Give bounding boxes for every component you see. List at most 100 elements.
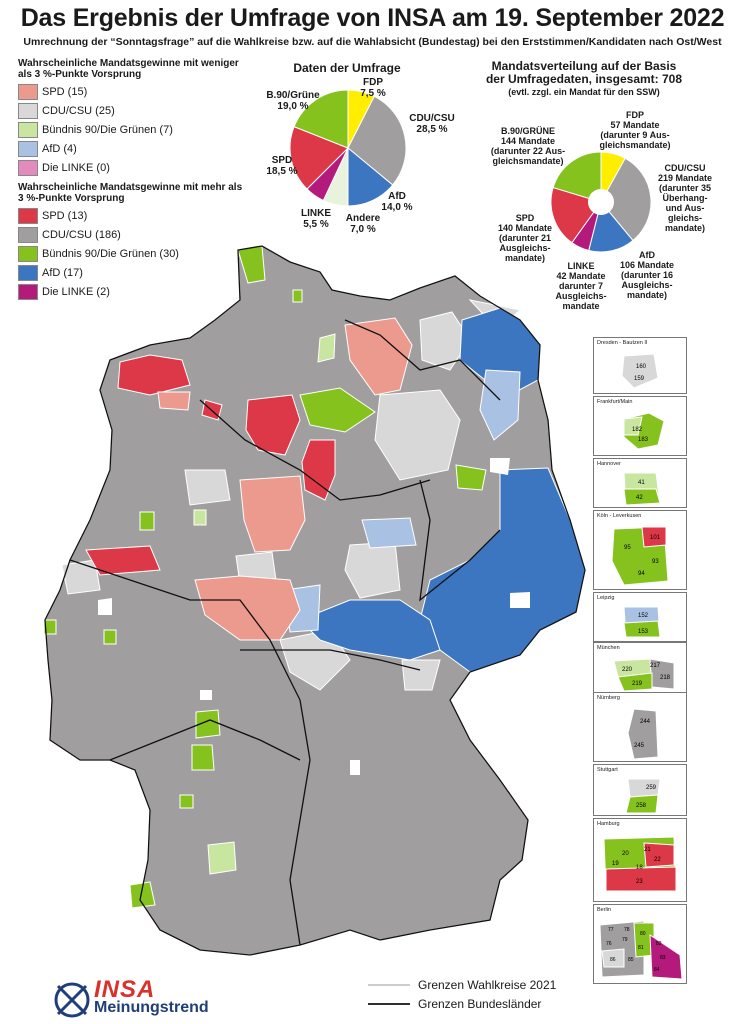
legend-label: SPD (13) [42, 209, 88, 222]
city-inset-hamburg: Hamburg 21 20 22 19 18 23 [593, 818, 687, 902]
city-inset-hannover: Hannover 41 42 [593, 458, 687, 508]
svg-text:82: 82 [656, 941, 662, 947]
legend-label: Bündnis 90/Die Grünen (7) [42, 123, 173, 136]
survey-label-afd: AfD 14,0 % [381, 191, 413, 213]
svg-text:220: 220 [622, 667, 633, 673]
legend-swatch [18, 83, 38, 100]
seats-label-afd: AfD 106 Mandate (darunter 16 Ausgleichs-man… [619, 250, 675, 300]
map-spd-weak-regions [157, 317, 413, 641]
legend-swatch [18, 283, 38, 300]
legend-section1-item: Bündnis 90/Die Grünen (7) [18, 121, 248, 138]
svg-text:244: 244 [640, 719, 651, 725]
svg-text:153: 153 [638, 629, 649, 635]
legend-section1-title: Wahrscheinliche Mandatsgewinne mit wenig… [18, 58, 239, 80]
legend-swatch [18, 207, 38, 224]
svg-text:258: 258 [636, 803, 647, 809]
legend-label: CDU/CSU (25) [42, 104, 115, 117]
svg-text:152: 152 [638, 613, 649, 619]
legend-section2-item: AfD (17) [18, 264, 248, 281]
svg-text:95: 95 [624, 545, 631, 551]
legend-swatch [18, 140, 38, 157]
svg-text:41: 41 [638, 480, 645, 486]
svg-text:78: 78 [624, 927, 630, 933]
insa-logo-icon [54, 982, 90, 1018]
seats-label-fdp: FDP 57 Mandate (darunter 9 Aus-gleichsmand… [599, 110, 671, 150]
svg-text:183: 183 [638, 437, 649, 443]
legend-section2-item: CDU/CSU (186) [18, 226, 248, 243]
page-subtitle: Umrechnung der “Sonntagsfrage” auf die W… [23, 36, 722, 48]
city-inset-dresden: Dresden - Bautzen II 160 159 [593, 337, 687, 394]
svg-text:23: 23 [636, 879, 643, 885]
svg-text:79: 79 [622, 937, 628, 943]
city-inset-frankfurt: Frankfurt/Main 182 183 [593, 396, 687, 456]
legend-swatch [18, 102, 38, 119]
map-cdu-weak-regions [61, 299, 522, 691]
svg-text:245: 245 [634, 743, 645, 749]
legend: Wahrscheinliche Mandatsgewinne mit wenig… [18, 58, 248, 302]
legend-section2-title: Wahrscheinliche Mandatsgewinne mit mehr … [18, 182, 243, 204]
seats-pie-title: Mandatsverteilung auf der Basis der Umfr… [485, 59, 683, 98]
survey-label-cdu: CDU/CSU 28,5 % [409, 113, 455, 135]
legend-section1-item: AfD (4) [18, 140, 248, 157]
legend-section2-list: SPD (13) CDU/CSU (186) Bündnis 90/Die Grün… [18, 207, 248, 300]
city-inset-berlin: Berlin 77 76 78 79 80 81 82 83 84 85 86 [593, 904, 687, 984]
legend-label: Die LINKE (0) [42, 161, 110, 174]
survey-label-spd: SPD 18,5 % [266, 155, 298, 177]
city-inset-leipzig: Leipzig 152 153 [593, 592, 687, 642]
svg-text:84: 84 [654, 967, 660, 973]
legend-label: SPD (15) [42, 85, 88, 98]
legend-section1-item: Die LINKE (0) [18, 159, 248, 176]
map-white-areas [98, 458, 530, 775]
svg-text:86: 86 [610, 957, 616, 963]
legend-section1-list: SPD (15) CDU/CSU (25) Bündnis 90/Die Grüne… [18, 83, 248, 176]
svg-text:18: 18 [636, 865, 643, 871]
svg-text:83: 83 [660, 955, 666, 961]
map-gruene-strong-regions [43, 245, 487, 909]
legend-swatch [18, 264, 38, 281]
legend-section1-item: SPD (15) [18, 83, 248, 100]
legend-section1-item: CDU/CSU (25) [18, 102, 248, 119]
page-title: Das Ergebnis der Umfrage von INSA am 19.… [20, 4, 725, 32]
map-spd-strong-regions [85, 354, 336, 576]
svg-text:259: 259 [646, 785, 657, 791]
insa-logo-word: INSA [94, 976, 156, 1003]
svg-text:182: 182 [632, 427, 643, 433]
legend-section2-item: SPD (13) [18, 207, 248, 224]
city-inset-stuttgart: Stuttgart 259 258 [593, 764, 687, 816]
seats-label-cdu: CDU/CSU 219 Mandate (darunter 35 Überhang-u… [657, 163, 713, 233]
seats-label-linke: LINKE 42 Mandate darunter 7 Ausgleichs-mand… [555, 261, 607, 311]
svg-text:77: 77 [608, 927, 614, 933]
legend-label: Die LINKE (2) [42, 285, 110, 298]
boundary-legend-laender: Grenzen Bundesländer [418, 997, 542, 1011]
state-borders [44, 245, 586, 956]
legend-swatch [18, 226, 38, 243]
city-inset-koeln: Köln - Leverkusen 95 101 93 94 [593, 510, 687, 590]
legend-swatch [18, 121, 38, 138]
legend-label: CDU/CSU (186) [42, 228, 121, 241]
city-inset-muenchen: München 217 220 218 219 [593, 642, 687, 694]
svg-text:94: 94 [638, 571, 645, 577]
svg-text:76: 76 [606, 941, 612, 947]
survey-label-gruene: B.90/Grüne 19,0 % [266, 90, 320, 112]
svg-text:101: 101 [650, 535, 661, 541]
map-afd-strong-regions [299, 307, 586, 673]
svg-text:21: 21 [644, 847, 651, 853]
legend-label: Bündnis 90/Die Grünen (30) [42, 247, 179, 260]
legend-section2-item: Die LINKE (2) [18, 283, 248, 300]
survey-label-andere: Andere 7,0 % [345, 213, 381, 235]
svg-text:93: 93 [652, 559, 659, 565]
insa-logo-subword: Meinungstrend [94, 999, 209, 1016]
survey-pie-title: Daten der Umfrage [293, 61, 401, 75]
survey-label-linke: LINKE 5,5 % [301, 208, 331, 230]
svg-text:80: 80 [640, 931, 646, 937]
map-afd-weak-regions [284, 369, 521, 633]
seats-label-gruene: B.90/GRÜNE 144 Mandate (darunter 22 Aus-gl… [490, 126, 566, 166]
svg-text:217: 217 [650, 663, 661, 669]
legend-section2-item: Bündnis 90/Die Grünen (30) [18, 245, 248, 262]
svg-text:81: 81 [638, 945, 644, 951]
city-inset-nuernberg: Nürnberg 244 245 [593, 692, 687, 762]
svg-text:42: 42 [636, 495, 643, 501]
svg-text:159: 159 [634, 376, 645, 382]
svg-text:20: 20 [622, 851, 629, 857]
